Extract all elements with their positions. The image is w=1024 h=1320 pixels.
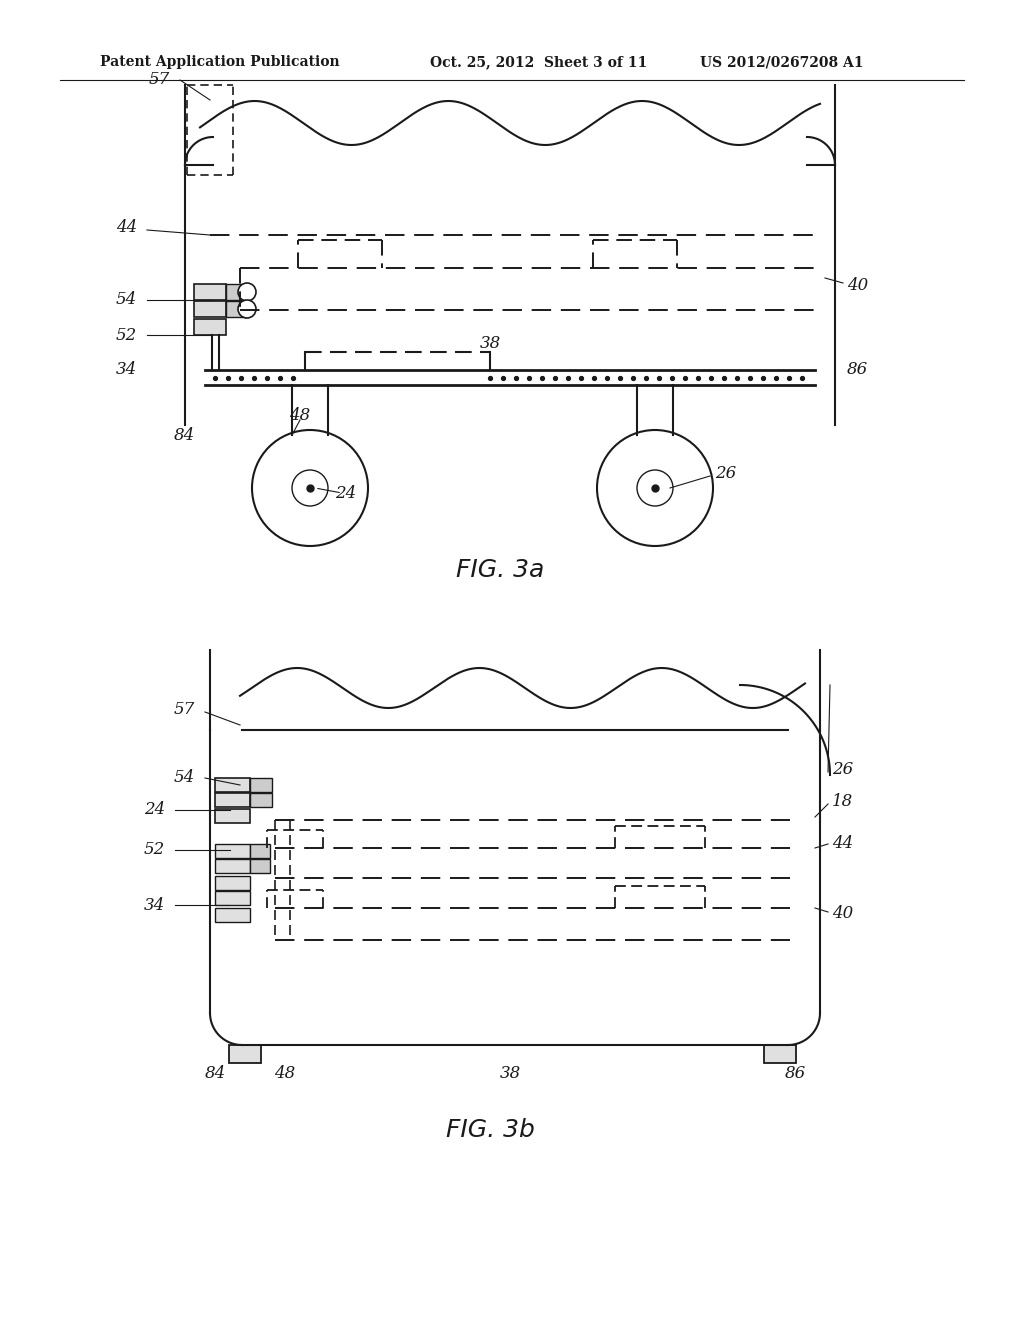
Text: FIG. 3a: FIG. 3a bbox=[456, 558, 544, 582]
Text: 34: 34 bbox=[116, 362, 137, 379]
Text: 40: 40 bbox=[831, 904, 853, 921]
Text: Patent Application Publication: Patent Application Publication bbox=[100, 55, 340, 69]
Text: 38: 38 bbox=[500, 1064, 520, 1081]
Bar bbox=[215, 809, 250, 822]
Text: 86: 86 bbox=[784, 1064, 806, 1081]
Text: 44: 44 bbox=[116, 219, 137, 235]
Text: 57: 57 bbox=[148, 71, 170, 88]
Bar bbox=[226, 301, 246, 317]
Bar bbox=[215, 876, 250, 890]
Text: 57: 57 bbox=[174, 701, 195, 718]
Text: 54: 54 bbox=[116, 292, 137, 309]
Bar bbox=[250, 793, 272, 807]
Text: 48: 48 bbox=[290, 407, 310, 424]
Bar bbox=[194, 284, 226, 300]
Text: 48: 48 bbox=[274, 1064, 296, 1081]
Text: 26: 26 bbox=[715, 465, 736, 482]
Text: 44: 44 bbox=[831, 834, 853, 851]
Text: 24: 24 bbox=[335, 484, 356, 502]
Bar bbox=[250, 843, 270, 858]
Bar bbox=[215, 859, 250, 873]
Bar bbox=[215, 777, 250, 792]
Circle shape bbox=[238, 300, 256, 318]
Text: 26: 26 bbox=[831, 762, 853, 779]
Bar bbox=[764, 1045, 796, 1063]
Text: 18: 18 bbox=[831, 793, 853, 810]
Text: Oct. 25, 2012  Sheet 3 of 11: Oct. 25, 2012 Sheet 3 of 11 bbox=[430, 55, 647, 69]
Text: 84: 84 bbox=[174, 426, 195, 444]
Bar bbox=[215, 908, 250, 921]
Text: 54: 54 bbox=[174, 770, 195, 787]
Text: 86: 86 bbox=[847, 362, 868, 379]
Bar bbox=[215, 843, 250, 858]
Bar bbox=[226, 284, 246, 300]
Bar bbox=[250, 859, 270, 873]
Bar bbox=[215, 891, 250, 906]
Bar bbox=[229, 1045, 261, 1063]
Bar bbox=[250, 777, 272, 792]
Text: 52: 52 bbox=[143, 842, 165, 858]
Text: 52: 52 bbox=[116, 326, 137, 343]
Bar bbox=[194, 319, 226, 335]
Text: 24: 24 bbox=[143, 801, 165, 818]
Text: 40: 40 bbox=[847, 277, 868, 294]
Text: FIG. 3b: FIG. 3b bbox=[445, 1118, 535, 1142]
Text: US 2012/0267208 A1: US 2012/0267208 A1 bbox=[700, 55, 863, 69]
Text: 84: 84 bbox=[205, 1064, 225, 1081]
Text: 34: 34 bbox=[143, 896, 165, 913]
Bar bbox=[194, 301, 226, 317]
Text: 38: 38 bbox=[479, 335, 501, 352]
Bar bbox=[215, 793, 250, 807]
Circle shape bbox=[238, 282, 256, 301]
